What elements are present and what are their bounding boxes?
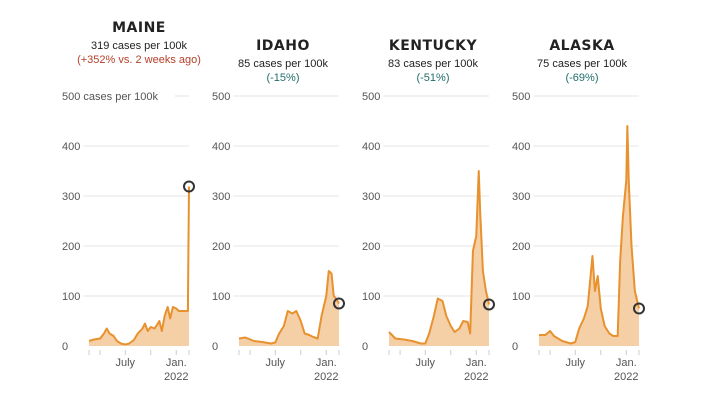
y-tick-label: 0 bbox=[512, 341, 518, 353]
y-tick-label: 100 bbox=[212, 291, 230, 303]
y-tick-label: 300 bbox=[512, 191, 530, 203]
x-tick-label: July bbox=[116, 357, 136, 369]
y-tick-label: 0 bbox=[212, 341, 218, 353]
y-tick-label: 200 bbox=[212, 241, 230, 253]
percent-change: (-51%) bbox=[416, 72, 450, 84]
x-tick-label: July bbox=[266, 357, 286, 369]
area-series bbox=[389, 171, 489, 346]
y-tick-label: 300 bbox=[62, 191, 80, 203]
cases-per-100k: 75 cases per 100k bbox=[537, 58, 627, 70]
x-tick-label: July bbox=[416, 357, 436, 369]
state-title: KENTUCKY bbox=[388, 38, 478, 54]
y-tick-label: 400 bbox=[512, 141, 530, 153]
idaho-header: IDAHO 85 cases per 100k (-15%) bbox=[208, 38, 358, 85]
percent-change: (-69%) bbox=[565, 72, 599, 84]
y-tick-label: 200 bbox=[62, 241, 80, 253]
y-tick-label: 400 bbox=[62, 141, 80, 153]
state-title: IDAHO bbox=[256, 38, 310, 54]
percent-change: (+352% vs. 2 weeks ago) bbox=[77, 54, 201, 66]
x-tick-label: Jan. bbox=[616, 357, 637, 369]
area-series bbox=[539, 126, 639, 346]
line-series bbox=[88, 186, 190, 346]
y-tick-label: 300 bbox=[212, 191, 230, 203]
kentucky-header: KENTUCKY 83 cases per 100k (-51%) bbox=[358, 38, 508, 85]
latest-value-marker bbox=[183, 180, 195, 193]
maine-header: MAINE 319 cases per 100k (+352% vs. 2 week… bbox=[64, 20, 214, 67]
y-tick-label: 500 bbox=[362, 91, 380, 103]
y-tick-label: 200 bbox=[512, 241, 530, 253]
line-series bbox=[238, 270, 340, 345]
x-tick-label: 2022 bbox=[314, 371, 338, 383]
cases-per-100k: 319 cases per 100k bbox=[90, 40, 187, 52]
x-tick-label: 2022 bbox=[614, 371, 638, 383]
latest-value-marker bbox=[633, 302, 645, 315]
x-tick-label: 2022 bbox=[164, 371, 188, 383]
y-tick-label: 200 bbox=[362, 241, 380, 253]
y-tick-label: 0 bbox=[362, 341, 368, 353]
area-series bbox=[89, 186, 189, 346]
x-tick-label: July bbox=[566, 357, 586, 369]
y-tick-label: 100 bbox=[62, 291, 80, 303]
percent-change: (-15%) bbox=[266, 72, 300, 84]
y-tick-label: 100 bbox=[362, 291, 380, 303]
line-series bbox=[539, 125, 640, 345]
y-tick-label: 400 bbox=[212, 141, 230, 153]
x-tick-label: Jan. bbox=[466, 357, 487, 369]
x-tick-label: Jan. bbox=[166, 357, 187, 369]
x-tick-label: 2022 bbox=[464, 371, 488, 383]
y-tick-label: 500 bbox=[212, 91, 230, 103]
state-title: ALASKA bbox=[549, 38, 615, 54]
y-tick-label: 500 bbox=[512, 91, 530, 103]
y-tick-label: 400 bbox=[362, 141, 380, 153]
x-tick-label: Jan. bbox=[316, 357, 337, 369]
state-title: MAINE bbox=[112, 20, 166, 36]
y-tick-label: 0 bbox=[62, 341, 68, 353]
y-tick-label: 300 bbox=[362, 191, 380, 203]
line-series bbox=[388, 170, 490, 345]
cases-per-100k: 85 cases per 100k bbox=[238, 58, 328, 70]
cases-per-100k: 83 cases per 100k bbox=[388, 58, 478, 70]
latest-value-marker bbox=[333, 297, 345, 310]
y-tick-label: 100 bbox=[512, 291, 530, 303]
alaska-header: ALASKA 75 cases per 100k (-69%) bbox=[507, 38, 657, 85]
y-tick-label: 500 cases per 100k bbox=[62, 91, 159, 103]
latest-value-marker bbox=[483, 298, 495, 311]
